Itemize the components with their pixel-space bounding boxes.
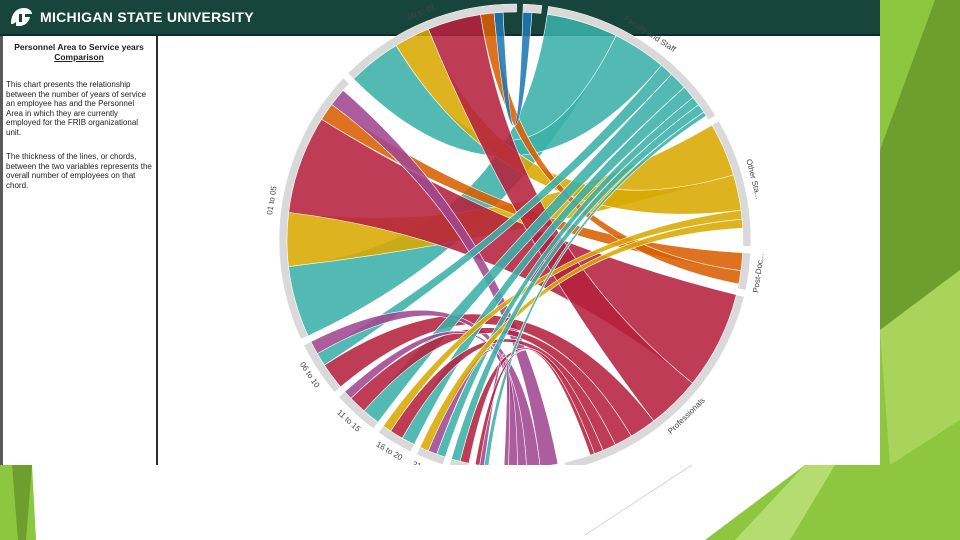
- segment-ring: [278, 3, 752, 465]
- chord-ribbon[interactable]: [474, 349, 595, 465]
- description-panel: Personnel Area to Service years Comparis…: [0, 36, 158, 465]
- panel-title-line-1: Personnel Area to Service years: [14, 42, 144, 52]
- chord-ribbon[interactable]: [450, 104, 705, 462]
- chord-ribbon[interactable]: [493, 11, 533, 127]
- spartan-helmet-icon: [11, 8, 32, 26]
- green-facet-right-dark: [880, 0, 960, 330]
- chord-ribbon[interactable]: [483, 111, 707, 465]
- chord-ribbon[interactable]: [427, 14, 693, 422]
- embedded-screenshot: MICHIGAN STATE UNIVERSITY Personnel Area…: [0, 0, 880, 465]
- panel-edge: [0, 36, 3, 465]
- panel-title-line-2: Comparison: [54, 52, 104, 62]
- panel-title: Personnel Area to Service years Comparis…: [6, 42, 152, 62]
- panel-chord-note-paragraph: The thickness of the lines, or chords, b…: [6, 152, 152, 190]
- green-facet-right-light: [880, 270, 960, 465]
- green-facet-bottom-light: [735, 465, 835, 540]
- segment-label: Other Sta...: [744, 158, 763, 200]
- green-facet-left-dark: [12, 465, 32, 540]
- chord-ribbon[interactable]: [419, 218, 744, 452]
- chord-ribbon[interactable]: [344, 330, 527, 465]
- chord-ribbon[interactable]: [436, 97, 699, 458]
- segment-arc: [549, 463, 559, 465]
- university-wordmark: MICHIGAN STATE UNIVERSITY: [40, 9, 254, 25]
- chord-ribbon[interactable]: [350, 327, 632, 446]
- chords: [286, 11, 744, 465]
- panel-description-paragraph: This chart presents the relationship bet…: [6, 80, 147, 137]
- segment-label: 01 to 05: [265, 185, 279, 216]
- segment-label: Post-Doc...: [751, 253, 765, 293]
- chord-ribbon[interactable]: [331, 89, 559, 465]
